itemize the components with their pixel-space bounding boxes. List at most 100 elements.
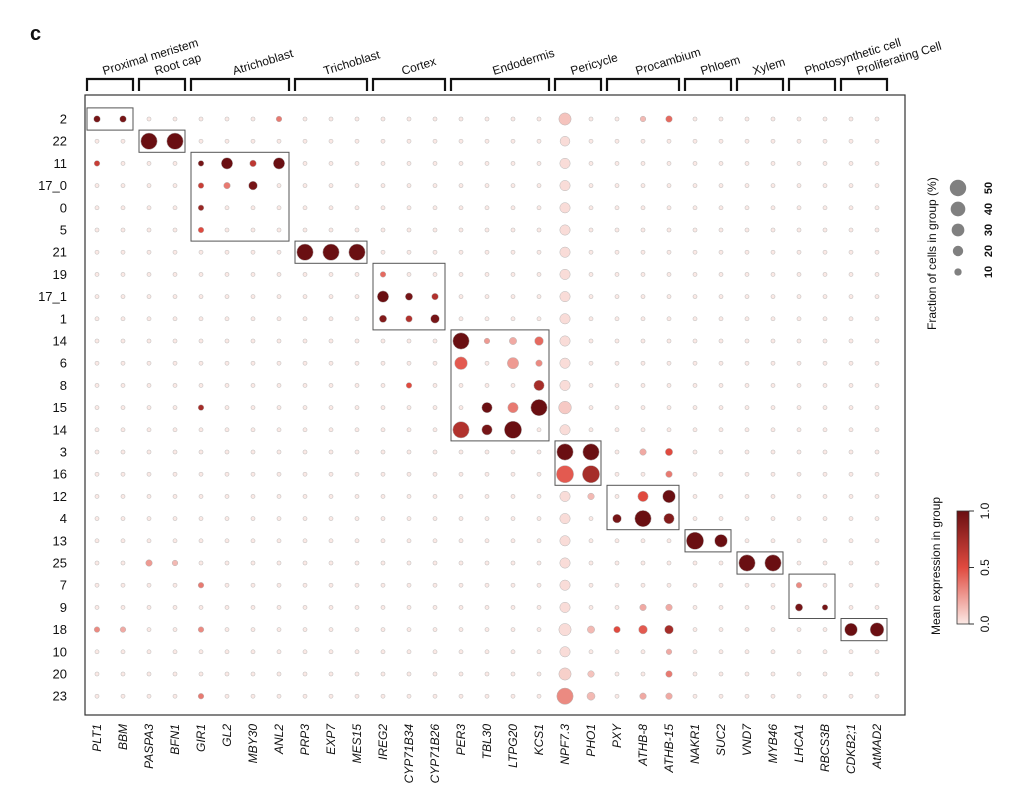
row-label: 10 xyxy=(53,644,67,659)
dot-1-PER3 xyxy=(458,316,464,322)
gene-label: PHO1 xyxy=(584,724,598,757)
dot-19-AtMAD2 xyxy=(874,272,880,277)
gene-label: PRP3 xyxy=(298,724,312,756)
group-bracket xyxy=(605,77,681,91)
dot-8-NPF7.3 xyxy=(559,379,571,391)
dot-25-GIR1 xyxy=(198,560,204,566)
dot-5-PER3 xyxy=(458,227,464,233)
dot-20-VND7 xyxy=(744,671,750,677)
dot-11-NAKR1 xyxy=(692,161,698,166)
dot-18-KCS1 xyxy=(536,627,542,632)
dot-15-PLT1 xyxy=(94,405,100,410)
colorbar-tick-label: 0.5 xyxy=(978,559,992,576)
row-label: 18 xyxy=(53,622,67,637)
dot-25-CYP71B26 xyxy=(432,560,438,566)
dot-12-EXP7 xyxy=(328,494,334,499)
dot-20-CYP71B26 xyxy=(432,671,438,677)
dot-1-MES15 xyxy=(354,316,360,322)
dot-14-PHO1 xyxy=(588,338,594,344)
dot-8-AtMAD2 xyxy=(874,383,880,388)
dot-10-MES15 xyxy=(354,649,360,655)
dot-23-PXY xyxy=(614,693,620,699)
dot-12-BFN1 xyxy=(172,494,178,499)
dot-10-BBM xyxy=(120,649,126,655)
dot-22-ANL2 xyxy=(276,138,282,144)
dot-20-IREG2 xyxy=(380,671,386,677)
dot-10-ANL2 xyxy=(276,649,282,655)
dot-4-CYP71B26 xyxy=(432,516,438,521)
dot-7-MYB46 xyxy=(770,582,776,588)
dot-13-PHO1 xyxy=(588,538,594,544)
group-bracket xyxy=(735,77,785,91)
dot-1-CYP71B34 xyxy=(405,315,413,323)
dot-3-ANL2 xyxy=(276,449,282,455)
dot-25-SUC2 xyxy=(718,560,724,566)
dot-7-MBY30 xyxy=(250,582,256,588)
dot-18-MYB46 xyxy=(770,627,776,632)
dot-13-PLT1 xyxy=(94,538,100,544)
dot-19-IREG2 xyxy=(379,271,387,278)
dot-16-NAKR1 xyxy=(692,471,698,477)
dot-20-ATHB-15 xyxy=(665,670,673,678)
dot-2-PHO1 xyxy=(588,116,594,122)
dot-7-PXY xyxy=(614,582,620,588)
dot-4-PLT1 xyxy=(94,516,100,521)
dot-15-EXP7 xyxy=(328,405,334,410)
dot-21-MYB46 xyxy=(770,249,776,255)
dot-4-RBCS3B xyxy=(822,516,828,521)
dot-16-AtMAD2 xyxy=(874,471,880,477)
dot-1-EXP7 xyxy=(328,316,334,322)
dot-15-SUC2 xyxy=(718,405,724,410)
dot-0-ATHB-15 xyxy=(666,205,672,211)
dot-22-GIR1 xyxy=(198,138,204,144)
dot-5-KCS1 xyxy=(536,227,542,233)
dot-10-NAKR1 xyxy=(692,649,698,655)
dot-17_1-ATHB-15 xyxy=(666,294,672,299)
dot-25-NPF7.3 xyxy=(559,557,571,569)
dot-17_0-IREG2 xyxy=(380,183,386,188)
dot-2-VND7 xyxy=(744,116,750,122)
dot-12-KCS1 xyxy=(536,494,542,499)
dot-12-CDKB2;1 xyxy=(848,494,854,499)
group-label: Xylem xyxy=(751,55,787,78)
dot-4-BBM xyxy=(120,516,126,521)
dot-1-BFN1 xyxy=(172,316,178,322)
color-legend-title: Mean expression in group xyxy=(929,497,943,635)
dot-14-CYP71B26 xyxy=(432,338,438,344)
dot-21-PRP3 xyxy=(296,243,314,261)
dot-14-RBCS3B xyxy=(822,427,828,433)
dot-23-PLT1 xyxy=(94,693,100,699)
dot-6-PHO1 xyxy=(588,360,594,366)
dot-14-AtMAD2 xyxy=(874,338,880,344)
dot-4-MBY30 xyxy=(250,516,256,521)
dot-4-BFN1 xyxy=(172,516,178,521)
dot-17_1-TBL30 xyxy=(484,294,490,299)
dot-4-LTPG20 xyxy=(510,516,516,521)
dot-15-GL2 xyxy=(224,405,230,410)
dot-8-NAKR1 xyxy=(692,383,698,388)
dot-14-PRP3 xyxy=(302,427,308,433)
dot-16-IREG2 xyxy=(380,471,386,477)
dot-8-PHO1 xyxy=(588,383,594,388)
size-legend-dot xyxy=(951,223,965,237)
dot-10-AtMAD2 xyxy=(874,649,880,655)
dot-3-GL2 xyxy=(224,449,230,455)
dot-17_0-EXP7 xyxy=(328,183,334,188)
group-bracket xyxy=(85,77,135,91)
dot-22-EXP7 xyxy=(328,138,334,144)
group-highlight-box xyxy=(606,484,680,531)
dot-17_0-VND7 xyxy=(744,183,750,188)
dot-18-PLT1 xyxy=(93,626,101,633)
dot-4-SUC2 xyxy=(718,516,724,521)
dot-11-LHCA1 xyxy=(796,161,802,166)
dot-9-AtMAD2 xyxy=(874,605,880,610)
dot-7-TBL30 xyxy=(484,582,490,588)
row-label: 23 xyxy=(53,689,67,704)
dot-0-PLT1 xyxy=(94,205,100,211)
colorbar-tick-label: 1.0 xyxy=(978,502,992,519)
dot-16-PRP3 xyxy=(302,471,308,477)
colorbar-tick-label: 0.0 xyxy=(978,615,992,632)
dot-23-LHCA1 xyxy=(796,693,802,699)
dot-15-KCS1 xyxy=(530,399,548,417)
dot-17_0-GIR1 xyxy=(197,182,205,189)
